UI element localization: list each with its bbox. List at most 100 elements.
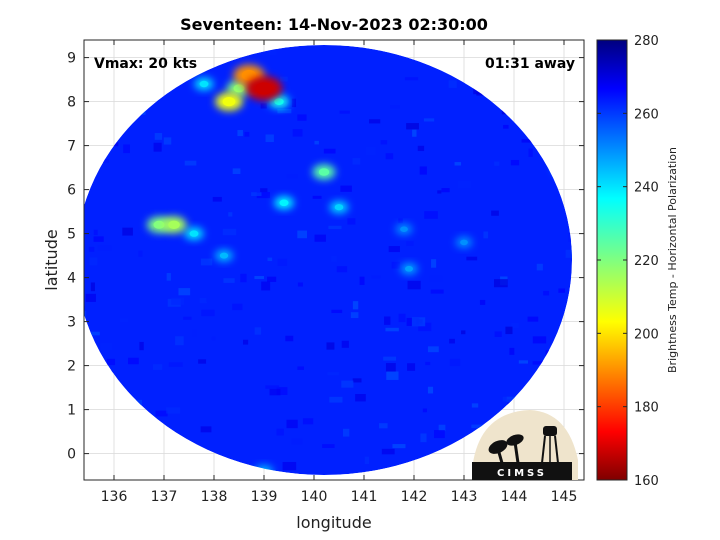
- texture-cell: [449, 358, 461, 367]
- texture-cell: [155, 410, 168, 417]
- colorbar-tick-label: 280: [634, 34, 659, 49]
- texture-cell: [438, 424, 446, 432]
- texture-cell: [154, 133, 163, 140]
- texture-cell: [166, 407, 181, 414]
- texture-cell: [494, 161, 500, 166]
- texture-cell: [314, 140, 319, 145]
- texture-cell: [433, 429, 445, 439]
- swath-background: [84, 45, 572, 475]
- texture-cell: [267, 257, 273, 262]
- texture-cell: [483, 231, 489, 239]
- texture-cell: [328, 225, 342, 230]
- feature-core: [405, 265, 413, 272]
- texture-cell: [166, 273, 171, 281]
- texture-cell: [240, 273, 247, 283]
- texture-cell: [419, 166, 427, 175]
- x-tick-label: 141: [351, 489, 378, 505]
- texture-cell: [261, 281, 271, 291]
- texture-cell: [254, 327, 262, 335]
- texture-cell: [429, 275, 443, 283]
- texture-cell: [184, 160, 197, 166]
- texture-cell: [260, 103, 267, 109]
- y-axis: 0 1 2 3 4 5 6 7 8 9: [67, 51, 584, 463]
- texture-cell: [237, 130, 243, 137]
- texture-cell: [119, 318, 129, 323]
- texture-cell: [277, 108, 292, 114]
- texture-cell: [532, 361, 545, 365]
- texture-cell: [352, 378, 362, 383]
- texture-cell: [282, 461, 297, 471]
- texture-cell: [392, 444, 406, 449]
- texture-cell: [406, 123, 419, 130]
- feature-core: [233, 84, 245, 93]
- texture-cell: [558, 288, 566, 293]
- texture-cell: [211, 336, 216, 341]
- texture-cell: [336, 266, 348, 273]
- texture-cell: [277, 258, 288, 267]
- feature-core: [318, 168, 330, 176]
- texture-cell: [265, 134, 274, 143]
- texture-cell: [391, 261, 400, 269]
- texture-cell: [106, 358, 116, 366]
- y-axis-label: latitude: [42, 229, 61, 290]
- feature-core: [255, 82, 273, 95]
- texture-cell: [175, 336, 184, 346]
- x-tick-label: 142: [401, 489, 428, 505]
- texture-cell: [152, 364, 163, 370]
- x-tick-label: 138: [201, 489, 228, 505]
- texture-cell: [506, 396, 517, 403]
- texture-cell: [242, 339, 249, 345]
- texture-cell: [411, 317, 426, 327]
- texture-cell: [471, 403, 479, 408]
- texture-cell: [265, 385, 280, 389]
- texture-cell: [245, 345, 255, 355]
- texture-cell: [359, 276, 365, 285]
- texture-cell: [123, 144, 130, 154]
- texture-cell: [286, 174, 298, 179]
- colorbar-tick-label: 160: [634, 474, 659, 489]
- texture-cell: [454, 162, 462, 166]
- texture-cell: [90, 282, 95, 292]
- texture-cell: [503, 124, 509, 129]
- texture-cell: [417, 145, 425, 152]
- y-tick-label: 5: [67, 227, 76, 243]
- texture-cell: [183, 316, 192, 320]
- texture-cell: [461, 330, 466, 335]
- texture-cell: [379, 423, 388, 429]
- texture-cell: [312, 195, 322, 199]
- time-away-annotation: 01:31 away: [485, 56, 575, 72]
- texture-cell: [383, 356, 397, 361]
- texture-cell: [339, 110, 350, 114]
- texture-cell: [251, 192, 262, 197]
- colorbar-label: Brightness Temp - Horizontal Polarizatio…: [666, 147, 679, 373]
- texture-cell: [331, 309, 343, 314]
- texture-cell: [280, 76, 288, 82]
- colorbar-tick-label: 260: [634, 107, 659, 122]
- colorbar-tick-label: 180: [634, 401, 659, 416]
- feature-core: [334, 204, 344, 211]
- texture-cell: [206, 295, 218, 302]
- texture-cell: [326, 342, 335, 350]
- texture-cell: [422, 408, 427, 413]
- texture-cell: [412, 129, 417, 137]
- texture-cell: [420, 433, 427, 443]
- texture-cell: [268, 47, 277, 56]
- feature-core: [279, 199, 289, 207]
- texture-cell: [267, 276, 277, 282]
- texture-cell: [427, 386, 434, 394]
- texture-cell: [384, 316, 391, 325]
- texture-cell: [93, 229, 98, 236]
- texture-cell: [388, 246, 400, 253]
- texture-cell: [388, 57, 396, 67]
- y-tick-label: 8: [67, 95, 76, 111]
- texture-cell: [493, 279, 508, 288]
- feature-core: [168, 220, 180, 229]
- texture-cell: [178, 288, 191, 296]
- texture-cell: [327, 372, 339, 376]
- texture-cell: [276, 387, 288, 395]
- y-tick-label: 1: [67, 403, 76, 419]
- texture-cell: [449, 338, 455, 344]
- texture-cell: [201, 309, 215, 317]
- texture-cell: [425, 361, 431, 366]
